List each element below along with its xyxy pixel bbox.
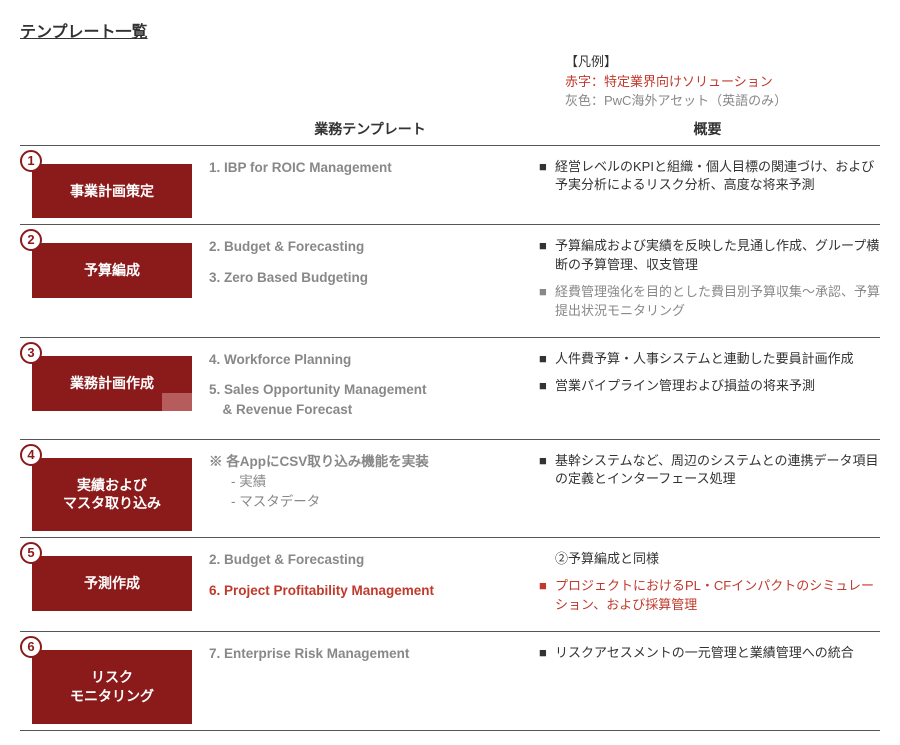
templates-col: 7. Enterprise Risk Management (205, 638, 535, 724)
template-item: 2. Budget & Forecasting (209, 237, 525, 257)
description-item: ■経費管理強化を目的とした費目別予算収集～承認、予算提出状況モニタリング (539, 283, 880, 321)
category-number: 1 (20, 150, 42, 172)
template-item: ※ 各AppにCSV取り込み機能を実装- 実績- マスタデータ (209, 452, 525, 513)
template-item: 1. IBP for ROIC Management (209, 158, 525, 178)
description-text: ②予算編成と同様 (555, 550, 880, 569)
column-headers: 業務テンプレート 概要 (20, 119, 880, 139)
description-text: プロジェクトにおけるPL・CFインパクトのシミュレーション、および採算管理 (555, 577, 880, 615)
description-col: ■経営レベルのKPIと組織・個人目標の関連づけ、および予実分析によるリスク分析、… (535, 152, 880, 219)
description-text: 営業パイプライン管理および損益の将来予測 (555, 377, 880, 396)
category-label: 事業計画策定 (32, 164, 192, 219)
bullet-icon: ■ (539, 452, 555, 490)
templates-col: ※ 各AppにCSV取り込み機能を実装- 実績- マスタデータ (205, 446, 535, 532)
header-templates: 業務テンプレート (205, 119, 535, 139)
description-text: 人件費予算・人事システムと連動した要員計画作成 (555, 350, 880, 369)
templates-col: 2. Budget & Forecasting 3. Zero Based Bud… (205, 231, 535, 330)
rows-container: 1事業計画策定1. IBP for ROIC Management■経営レベルの… (20, 145, 880, 731)
category-badge-col: 2予算編成 (20, 231, 205, 330)
description-text: 経営レベルのKPIと組織・個人目標の関連づけ、および予実分析によるリスク分析、高… (555, 158, 880, 196)
template-item: 3. Zero Based Budgeting (209, 268, 525, 288)
category-label: 業務計画作成 (32, 356, 192, 411)
header-overview: 概要 (535, 119, 880, 139)
category-label: 実績およびマスタ取り込み (32, 458, 192, 532)
category-number: 3 (20, 342, 42, 364)
category-label: リスクモニタリング (32, 650, 192, 724)
templates-col: 4. Workforce Planning 5. Sales Opportunit… (205, 344, 535, 433)
category-row: 4実績およびマスタ取り込み※ 各AppにCSV取り込み機能を実装- 実績- マス… (20, 439, 880, 538)
bullet-icon: ■ (539, 158, 555, 196)
category-row: 1事業計画策定1. IBP for ROIC Management■経営レベルの… (20, 145, 880, 225)
template-sub-item: - マスタデータ (209, 492, 525, 512)
template-item: 5. Sales Opportunity Management & Revenu… (209, 380, 525, 421)
legend-red: 赤字：特定業界向けソリューション (565, 72, 880, 92)
legend-heading: 【凡例】 (565, 52, 880, 72)
bullet-icon: ■ (539, 377, 555, 396)
templates-col: 2. Budget & Forecasting 6. Project Profit… (205, 544, 535, 625)
bullet-icon: ■ (539, 577, 555, 615)
bullet-icon: ■ (539, 350, 555, 369)
description-item: ■基幹システムなど、周辺のシステムとの連携データ項目の定義とインターフェース処理 (539, 452, 880, 490)
description-item: ■営業パイプライン管理および損益の将来予測 (539, 377, 880, 396)
description-col: ■予算編成および実績を反映した見通し作成、グループ横断の予算管理、収支管理■経費… (535, 231, 880, 330)
legend-gray: 灰色：PwC海外アセット（英語のみ） (565, 91, 880, 111)
description-col: ■リスクアセスメントの一元管理と業績管理への統合 (535, 638, 880, 724)
description-text: 基幹システムなど、周辺のシステムとの連携データ項目の定義とインターフェース処理 (555, 452, 880, 490)
category-badge-col: 5予測作成 (20, 544, 205, 625)
description-col: ■基幹システムなど、周辺のシステムとの連携データ項目の定義とインターフェース処理 (535, 446, 880, 532)
category-badge-col: 6リスクモニタリング (20, 638, 205, 724)
description-item: ■プロジェクトにおけるPL・CFインパクトのシミュレーション、および採算管理 (539, 577, 880, 615)
template-item: 4. Workforce Planning (209, 350, 525, 370)
description-item: ■経営レベルのKPIと組織・個人目標の関連づけ、および予実分析によるリスク分析、… (539, 158, 880, 196)
bullet-icon: ■ (539, 283, 555, 321)
description-item: ②予算編成と同様 (539, 550, 880, 569)
legend-block: 【凡例】 赤字：特定業界向けソリューション 灰色：PwC海外アセット（英語のみ） (565, 52, 880, 111)
description-text: リスクアセスメントの一元管理と業績管理への統合 (555, 644, 880, 663)
template-item: 6. Project Profitability Management (209, 581, 525, 601)
bullet-icon (539, 550, 555, 569)
description-item: ■人件費予算・人事システムと連動した要員計画作成 (539, 350, 880, 369)
category-row: 2予算編成2. Budget & Forecasting 3. Zero Base… (20, 224, 880, 336)
category-badge-col: 3業務計画作成 (20, 344, 205, 433)
category-badge-col: 4実績およびマスタ取り込み (20, 446, 205, 532)
page-title: テンプレート一覧 (20, 18, 880, 42)
category-badge-col: 1事業計画策定 (20, 152, 205, 219)
category-label: 予算編成 (32, 243, 192, 298)
bullet-icon: ■ (539, 237, 555, 275)
category-number: 4 (20, 444, 42, 466)
description-text: 経費管理強化を目的とした費目別予算収集～承認、予算提出状況モニタリング (555, 283, 880, 321)
category-number: 6 (20, 636, 42, 658)
bullet-icon: ■ (539, 644, 555, 663)
description-text: 予算編成および実績を反映した見通し作成、グループ横断の予算管理、収支管理 (555, 237, 880, 275)
description-item: ■リスクアセスメントの一元管理と業績管理への統合 (539, 644, 880, 663)
template-sub-item: - 実績 (209, 472, 525, 492)
template-item: 2. Budget & Forecasting (209, 550, 525, 570)
description-item: ■予算編成および実績を反映した見通し作成、グループ横断の予算管理、収支管理 (539, 237, 880, 275)
templates-col: 1. IBP for ROIC Management (205, 152, 535, 219)
category-label: 予測作成 (32, 556, 192, 611)
description-col: ■人件費予算・人事システムと連動した要員計画作成■営業パイプライン管理および損益… (535, 344, 880, 433)
category-row: 6リスクモニタリング7. Enterprise Risk Management■… (20, 631, 880, 731)
template-item: 7. Enterprise Risk Management (209, 644, 525, 664)
description-col: ②予算編成と同様■プロジェクトにおけるPL・CFインパクトのシミュレーション、お… (535, 544, 880, 625)
category-row: 5予測作成2. Budget & Forecasting 6. Project P… (20, 537, 880, 631)
category-row: 3業務計画作成4. Workforce Planning5. Sales Opp… (20, 337, 880, 439)
